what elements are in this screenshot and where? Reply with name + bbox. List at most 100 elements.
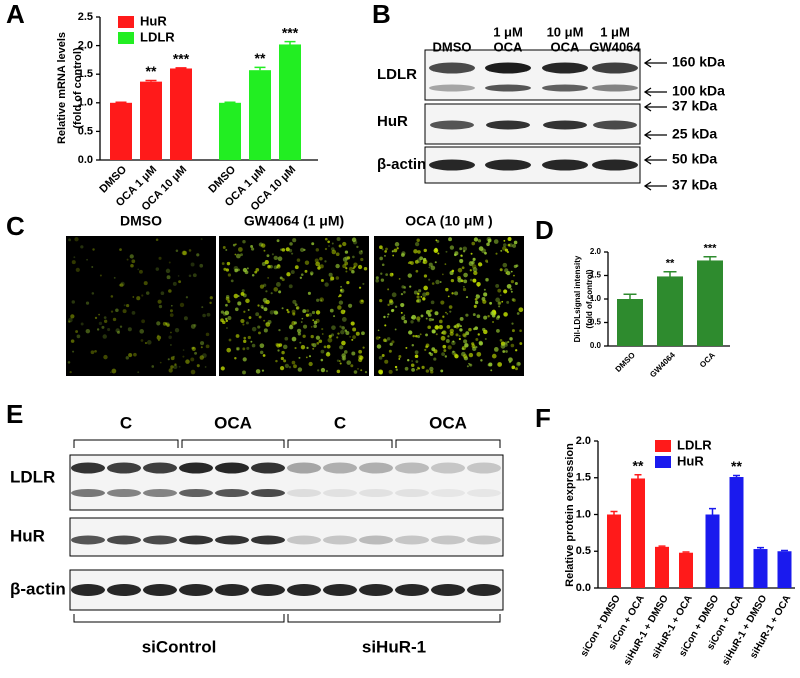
cell: [449, 310, 452, 313]
cell: [92, 248, 95, 251]
cell: [375, 276, 379, 280]
marker-arrow: [643, 155, 667, 165]
cell: [131, 311, 136, 315]
cell: [393, 248, 398, 253]
cell: [356, 245, 359, 249]
error-bar: [682, 551, 690, 553]
cell: [292, 299, 297, 304]
cell: [384, 324, 387, 327]
marker-label: 160 kDa: [672, 54, 725, 70]
bar: [219, 102, 241, 160]
bar: [729, 477, 744, 588]
cell: [265, 322, 271, 327]
y-tick-label: 0.0: [78, 154, 93, 166]
cell: [240, 291, 245, 296]
cell: [499, 294, 502, 297]
cell: [263, 307, 268, 312]
cell: [445, 339, 450, 343]
cell: [255, 312, 260, 317]
cell: [200, 238, 203, 241]
band: [359, 489, 393, 497]
cell: [329, 308, 334, 313]
cell: [425, 369, 430, 373]
cell: [283, 344, 288, 350]
cell: [419, 333, 422, 336]
cell: [74, 237, 79, 242]
cell: [143, 281, 148, 286]
cell: [433, 349, 438, 354]
cell: [445, 311, 447, 314]
bar: [705, 514, 720, 588]
cell: [412, 334, 415, 338]
cell: [288, 284, 293, 289]
cell: [477, 333, 480, 336]
cell: [199, 263, 204, 268]
cell: [463, 272, 468, 278]
cell: [401, 316, 406, 321]
significance: ***: [282, 24, 299, 40]
cell: [415, 242, 420, 247]
cell: [331, 249, 337, 255]
cell: [276, 239, 280, 243]
cell: [293, 321, 297, 325]
cell: [168, 289, 172, 293]
bar: [679, 552, 693, 588]
cell: [293, 364, 297, 369]
cell: [193, 323, 197, 327]
bar: [777, 551, 792, 588]
cell: [312, 319, 315, 322]
cell: [169, 313, 174, 317]
cell: [337, 305, 342, 310]
cell: [401, 253, 405, 257]
row-label: LDLR: [10, 467, 55, 486]
error-bar: [145, 79, 157, 82]
cell: [273, 255, 278, 261]
cell: [191, 346, 194, 350]
cell: [338, 244, 342, 248]
cell: [416, 368, 418, 371]
cell: [451, 292, 454, 295]
cell: [317, 266, 321, 270]
cell: [261, 306, 264, 309]
column-label: DMSO: [433, 39, 472, 54]
band: [429, 62, 475, 74]
cell: [165, 322, 170, 327]
cell: [475, 294, 480, 299]
cell: [339, 325, 342, 328]
cell: [400, 311, 403, 314]
y-tick-label: 1.0: [78, 97, 93, 109]
cell: [263, 328, 268, 333]
cell: [440, 300, 445, 305]
cell: [292, 312, 296, 316]
cell: [300, 321, 303, 323]
cell: [473, 327, 476, 331]
cell: [225, 319, 229, 323]
cell: [317, 369, 320, 372]
cell: [200, 346, 203, 349]
cell: [235, 346, 240, 351]
cell: [257, 325, 261, 329]
cell: [246, 267, 249, 270]
cell: [495, 252, 498, 255]
cell: [378, 369, 383, 375]
cell: [174, 328, 180, 333]
cell: [188, 249, 192, 252]
cell: [250, 340, 253, 343]
cell: [414, 350, 419, 355]
cell: [319, 264, 324, 269]
cell: [133, 352, 137, 357]
cell: [507, 243, 511, 247]
group-label: OCA: [429, 413, 467, 432]
cell: [506, 300, 510, 304]
band: [143, 462, 177, 474]
cell: [312, 347, 315, 350]
cell: [463, 356, 469, 361]
error-bar: [224, 101, 236, 103]
cell: [266, 254, 270, 258]
cell: [299, 276, 303, 279]
cell: [465, 331, 470, 336]
cell: [119, 248, 122, 251]
column-label: 1 μM: [600, 24, 630, 39]
cell: [480, 359, 483, 362]
cell: [278, 290, 282, 294]
